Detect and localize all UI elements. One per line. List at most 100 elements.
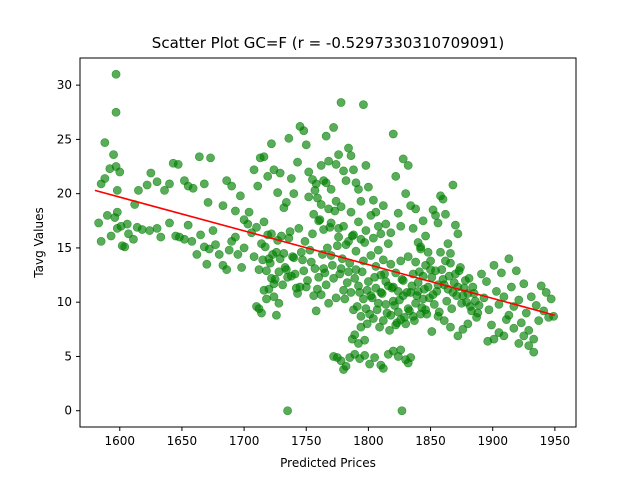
data-point [310, 264, 320, 273]
data-point [408, 311, 418, 321]
data-point [314, 272, 324, 282]
data-point [376, 270, 386, 280]
data-point [142, 180, 152, 190]
data-point [376, 288, 386, 297]
y-tick-label: 0 [64, 404, 72, 418]
data-point [253, 181, 263, 191]
data-point [483, 336, 493, 346]
data-point [244, 207, 254, 217]
data-point [211, 240, 220, 250]
data-point [521, 308, 531, 318]
data-point [262, 266, 271, 276]
data-point [230, 206, 240, 216]
x-tick-label: 1900 [477, 434, 508, 448]
data-point [360, 335, 370, 345]
x-tick-label: 1950 [540, 434, 571, 448]
data-point [534, 316, 544, 326]
x-tick-label: 1850 [415, 434, 446, 448]
data-point [109, 150, 118, 159]
data-point [473, 308, 483, 318]
data-point [327, 260, 337, 270]
data-point [239, 243, 249, 253]
data-point [438, 274, 448, 284]
data-point [344, 143, 353, 153]
data-point [339, 285, 348, 295]
data-point [487, 320, 496, 330]
data-point [346, 288, 356, 297]
data-point [259, 217, 269, 227]
y-tick-label: 25 [57, 132, 72, 146]
data-point [286, 271, 296, 281]
data-point [259, 152, 269, 162]
data-point [294, 223, 304, 233]
data-point [321, 178, 331, 188]
data-point [398, 291, 408, 301]
x-tick-label: 1750 [291, 434, 322, 448]
data-point [519, 279, 529, 289]
data-point [514, 339, 524, 348]
data-point [366, 291, 376, 301]
data-point [356, 234, 366, 244]
data-point [214, 250, 224, 259]
data-point [342, 278, 352, 288]
data-point [368, 314, 378, 323]
data-point [396, 221, 406, 231]
data-point [344, 267, 353, 277]
data-point [439, 316, 449, 326]
data-point [541, 288, 551, 297]
data-point [350, 273, 360, 283]
data-point [406, 353, 416, 362]
data-point [274, 298, 284, 308]
data-point [173, 159, 183, 169]
data-point [102, 210, 112, 220]
data-point [313, 193, 322, 203]
data-point [224, 245, 234, 255]
data-point [326, 218, 336, 228]
data-point [388, 296, 398, 306]
data-point [284, 233, 294, 243]
data-point [291, 283, 301, 293]
data-point [218, 201, 228, 210]
data-point [446, 322, 455, 332]
data-point [319, 264, 329, 273]
data-point [448, 180, 458, 190]
data-point [373, 245, 383, 255]
data-point [447, 304, 457, 314]
data-point [370, 353, 380, 362]
data-point [433, 218, 443, 228]
data-point [275, 168, 285, 178]
data-point [252, 222, 261, 232]
data-point [506, 282, 516, 292]
data-point [393, 307, 403, 317]
data-point [411, 257, 421, 267]
data-point [429, 299, 439, 309]
data-point [403, 161, 413, 170]
data-point [423, 282, 433, 292]
data-point [388, 129, 398, 139]
data-point [514, 295, 524, 305]
data-point [470, 296, 480, 306]
data-point [516, 318, 526, 328]
data-point [398, 276, 408, 285]
data-point [453, 229, 463, 239]
data-point [529, 334, 539, 344]
data-point [336, 202, 346, 212]
data-point [321, 131, 331, 141]
data-point [249, 252, 259, 262]
data-point [511, 266, 521, 276]
data-point [350, 330, 360, 340]
data-point [453, 331, 463, 341]
data-point [427, 327, 437, 336]
data-point [362, 319, 372, 329]
x-axis: 1600 1650 1700 1750 1800 1850 1900 1950 [105, 427, 571, 448]
data-point [378, 255, 388, 265]
chart-title: Scatter Plot GC=F (r = -0.52973303107090… [152, 34, 504, 52]
y-axis: 0 5 10 15 20 25 30 [57, 78, 80, 418]
data-point [368, 233, 378, 243]
data-point [208, 226, 218, 235]
data-point [202, 259, 212, 269]
data-point [416, 244, 426, 254]
data-point [446, 258, 455, 268]
